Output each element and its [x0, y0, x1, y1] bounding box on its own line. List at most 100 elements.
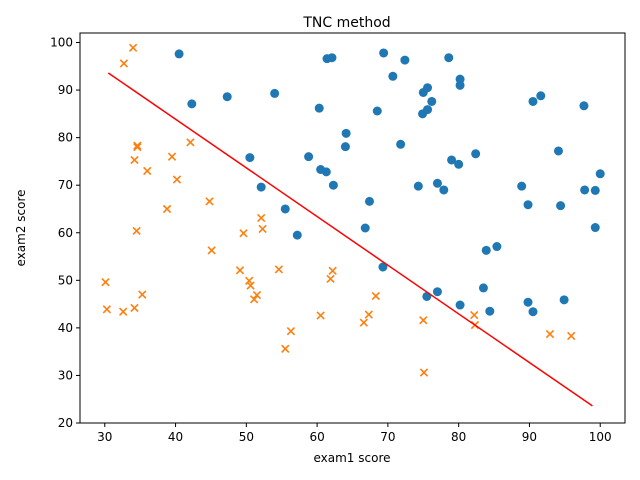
y-tick-label: 20 — [58, 416, 73, 430]
data-point-s0-35 — [256, 182, 266, 192]
x-tick-label: 50 — [239, 430, 254, 444]
x-tick-label: 90 — [522, 430, 537, 444]
data-point-s1-20 — [101, 278, 110, 287]
data-point-s1-14 — [258, 224, 267, 234]
x-axis-ticks: 30 40 50 60 70 80 90 100 — [97, 423, 612, 444]
data-point-s1-32 — [316, 311, 325, 320]
data-point-s1-31 — [364, 310, 373, 319]
data-point-s0-50 — [481, 245, 491, 255]
data-point-s0-47 — [590, 223, 600, 233]
data-point-s0-27 — [245, 153, 255, 163]
data-point-s0-55 — [559, 295, 569, 305]
data-point-s0-17 — [579, 101, 589, 111]
data-point-s1-36 — [286, 327, 296, 336]
data-point-s0-14 — [187, 99, 197, 109]
data-point-s1-15 — [207, 246, 216, 255]
data-point-s0-3 — [379, 48, 389, 58]
data-point-s1-9 — [205, 197, 214, 206]
data-point-s0-28 — [304, 152, 314, 162]
data-point-s0-11 — [536, 91, 546, 101]
data-point-s0-15 — [427, 96, 437, 106]
data-point-s1-27 — [130, 303, 139, 313]
data-point-s1-1 — [119, 59, 129, 68]
data-point-s0-25 — [553, 146, 563, 156]
data-point-s0-46 — [360, 223, 370, 233]
data-point-s0-8 — [455, 80, 465, 90]
data-point-s1-28 — [102, 305, 112, 314]
data-point-s0-4 — [400, 55, 410, 65]
data-point-s0-16 — [528, 96, 538, 106]
x-tick-label: 60 — [309, 430, 324, 444]
data-point-s0-52 — [478, 283, 488, 293]
y-tick-label: 60 — [58, 226, 73, 240]
axes-frame — [79, 32, 626, 424]
data-point-s1-21 — [244, 276, 254, 285]
data-point-s0-56 — [523, 297, 533, 307]
y-axis-ticks: 20 30 40 50 60 70 80 90 100 — [50, 36, 80, 430]
data-point-s0-59 — [528, 307, 538, 317]
data-point-s0-34 — [432, 178, 442, 188]
plot-area — [101, 43, 605, 407]
data-point-s0-51 — [378, 262, 388, 272]
data-point-s1-34 — [359, 318, 368, 327]
data-point-s1-23 — [252, 290, 262, 300]
data-point-s0-57 — [455, 300, 465, 310]
data-point-s0-49 — [492, 242, 502, 252]
data-point-s0-7 — [455, 74, 465, 84]
y-tick-label: 30 — [58, 368, 73, 382]
y-tick-label: 40 — [58, 321, 73, 335]
data-point-s1-6 — [167, 152, 177, 161]
data-point-s0-24 — [396, 139, 406, 149]
y-tick-label: 80 — [58, 131, 73, 145]
data-point-s0-23 — [340, 142, 350, 152]
data-point-s1-25 — [249, 295, 259, 304]
data-point-s1-16 — [235, 266, 245, 275]
data-point-s0-29 — [447, 155, 457, 165]
data-point-s0-10 — [418, 87, 428, 97]
x-tick-label: 70 — [380, 430, 395, 444]
y-tick-label: 50 — [58, 273, 73, 287]
chart-title: TNC method — [302, 15, 390, 31]
data-point-s0-26 — [471, 149, 481, 159]
data-point-s1-33 — [419, 316, 428, 325]
data-point-s1-40 — [419, 368, 429, 377]
data-point-s0-38 — [439, 185, 449, 195]
data-point-s1-39 — [281, 344, 290, 353]
data-point-s1-30 — [470, 310, 479, 320]
data-point-s0-22 — [341, 128, 351, 138]
data-point-s0-0 — [174, 49, 184, 59]
x-axis-label: exam1 score — [313, 451, 390, 465]
data-point-s0-2 — [327, 53, 337, 63]
data-point-s0-42 — [364, 196, 374, 206]
data-point-s1-2 — [133, 142, 142, 152]
data-point-s0-44 — [556, 201, 566, 211]
data-point-s1-19 — [326, 274, 335, 284]
decision-boundary-line — [107, 72, 593, 407]
x-tick-label: 40 — [168, 430, 183, 444]
data-point-s1-17 — [274, 265, 284, 274]
data-point-s1-37 — [545, 329, 555, 339]
data-point-s1-18 — [328, 266, 337, 275]
data-point-s1-7 — [143, 166, 152, 176]
data-point-s1-29 — [119, 307, 128, 316]
y-axis-label: exam2 score — [14, 189, 28, 266]
data-point-s0-39 — [517, 181, 527, 191]
data-point-s1-4 — [186, 138, 195, 147]
data-point-s0-12 — [222, 92, 232, 102]
data-point-s0-58 — [485, 306, 495, 316]
y-tick-label: 100 — [50, 36, 73, 50]
data-point-s1-13 — [239, 229, 248, 238]
data-point-s0-37 — [413, 181, 423, 191]
x-tick-label: 100 — [589, 430, 612, 444]
x-tick-label: 80 — [451, 430, 466, 444]
data-point-s1-11 — [257, 213, 266, 223]
data-point-s0-40 — [580, 185, 590, 195]
data-point-s1-5 — [130, 155, 139, 165]
data-point-s0-43 — [523, 200, 533, 210]
data-point-s0-33 — [595, 169, 605, 179]
data-point-s0-30 — [454, 159, 464, 169]
data-point-s0-18 — [314, 103, 324, 113]
